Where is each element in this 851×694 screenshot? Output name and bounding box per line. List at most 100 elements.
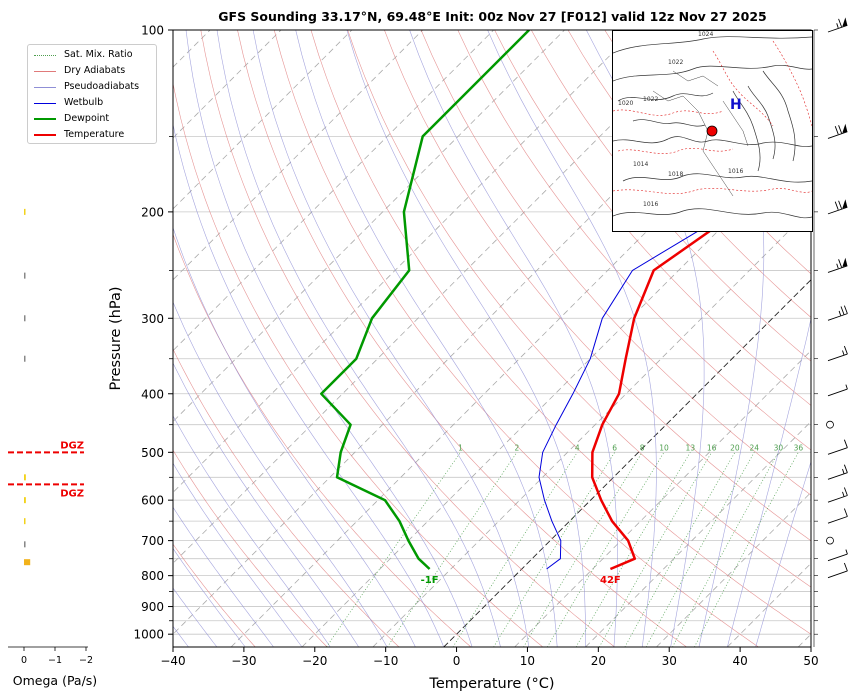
dry-adiabat-line (567, 30, 811, 318)
x-tick-label: −20 (302, 654, 327, 668)
legend-swatch (34, 103, 56, 104)
y-tick-label: 800 (141, 569, 164, 583)
mixing-ratio-label: 1 (458, 443, 463, 452)
pseudoadiabat-line (173, 506, 274, 647)
wind-barb (827, 562, 848, 579)
omega-tick-label: −2 (79, 655, 93, 666)
omega-tick-label: −1 (48, 655, 62, 666)
y-tick-label: 200 (141, 205, 164, 219)
omega-axis-label: Omega (Pa/s) (13, 673, 97, 688)
legend-swatch (34, 55, 56, 56)
mixing-ratio-label: 30 (774, 443, 784, 452)
dry-adiabat-line (200, 30, 615, 647)
dry-adiabat-line (173, 449, 328, 647)
mixing-ratio-line (645, 452, 755, 647)
omega-bar (24, 355, 26, 362)
x-tick-label: 50 (803, 654, 818, 668)
svg-text:1022: 1022 (643, 96, 658, 103)
pseudoadiabat-line (216, 30, 501, 647)
x-tick-label: 20 (591, 654, 606, 668)
dry-adiabat-line (173, 233, 472, 647)
x-tick-label: −10 (373, 654, 398, 668)
high-pressure-marker: H (730, 97, 742, 113)
omega-bar (24, 315, 26, 322)
pseudoadiabat-line (173, 122, 445, 647)
pseudoadiabat-line (185, 30, 473, 647)
pseudoadiabat-line (173, 301, 388, 647)
omega-tick-label: 0 (21, 655, 27, 666)
surface-dewpoint-label: -1F (421, 575, 439, 586)
mixing-ratio-line (575, 452, 691, 647)
plot-frame (172, 29, 812, 648)
mixing-ratio-label: 13 (686, 443, 696, 452)
y-tick-label: 600 (141, 494, 164, 508)
mixing-ratio-label: 20 (730, 443, 740, 452)
mixing-ratio-label: 4 (575, 443, 580, 452)
wind-barb (827, 123, 848, 139)
mixing-ratio-label: 6 (612, 443, 617, 452)
svg-text:1016: 1016 (643, 201, 658, 208)
isotherm-line (443, 279, 811, 647)
x-axis-label: Temperature (°C) (428, 676, 554, 692)
pseudoadiabat-line (252, 30, 530, 647)
isotherm-line (301, 137, 811, 647)
legend-swatch (34, 134, 56, 136)
inset-map-svg: 1024 1022 1022 1014 1018 1016 1016 1020 … (613, 31, 812, 219)
mixing-ratio-line (598, 452, 712, 647)
location-marker (706, 125, 718, 137)
mixing-ratio-label: 24 (750, 443, 760, 452)
dgz-label: DGZ (60, 440, 84, 451)
mixing-ratio-label: 2 (514, 443, 519, 452)
y-tick-label: 400 (141, 387, 164, 401)
svg-text:1016: 1016 (728, 168, 743, 175)
mixing-ratio-line (546, 452, 665, 647)
wind-barb (827, 257, 848, 273)
pseudoadiabat-line (173, 462, 303, 647)
inset-map: 1024 1022 1022 1014 1018 1016 1016 1020 … (612, 30, 813, 232)
omega-bar (24, 497, 26, 504)
pseudoadiabat-line (173, 547, 246, 647)
mixing-ratio-label: 10 (659, 443, 669, 452)
y-tick-label: 900 (141, 600, 164, 614)
wind-barb (827, 384, 848, 397)
isotherm-line (173, 30, 707, 564)
svg-text:1018: 1018 (668, 171, 683, 178)
mixing-ratio-line (672, 452, 779, 647)
y-tick-label: 100 (141, 24, 164, 38)
svg-text:1024: 1024 (698, 31, 713, 38)
omega-bar (24, 518, 26, 525)
pseudoadiabat-line (173, 415, 331, 647)
mixing-ratio-line (387, 452, 518, 647)
mixing-ratio-line (624, 452, 736, 647)
omega-bar (24, 559, 31, 566)
surface-temperature-label: 42F (600, 575, 621, 586)
wind-barb (827, 199, 848, 215)
x-tick-label: 0 (453, 654, 461, 668)
dry-adiabat-line (384, 30, 811, 542)
y-tick-label: 700 (141, 534, 164, 548)
svg-text:1014: 1014 (633, 161, 648, 168)
pseudoadiabat-line (755, 460, 811, 647)
pseudoadiabat-line (586, 30, 705, 647)
wind-barb (827, 464, 848, 480)
pseudoadiabat-line (487, 30, 657, 647)
pseudoadiabat-line (409, 30, 618, 647)
mixing-ratio-line (523, 452, 643, 647)
legend: Sat. Mix. Ratio Dry Adiabats Pseudoadiab… (27, 44, 157, 144)
dry-adiabat-line (173, 82, 543, 647)
wind-barb (827, 439, 848, 455)
dry-adiabat-line (347, 30, 811, 588)
mixing-ratio-label: 8 (640, 443, 645, 452)
pseudoadiabat-line (295, 30, 558, 647)
dry-adiabat-line (273, 30, 759, 647)
pseudoadiabat-line (727, 317, 811, 647)
isotherm-line (372, 208, 811, 647)
omega-bar (24, 541, 26, 548)
mixing-ratio-line (694, 452, 799, 647)
omega-bar (24, 208, 26, 215)
dry-adiabat-line (531, 30, 811, 362)
svg-text:1020: 1020 (618, 100, 633, 107)
dry-adiabat-line (310, 30, 811, 635)
pseudoadiabat-line (346, 30, 586, 647)
wind-barb (827, 17, 848, 33)
